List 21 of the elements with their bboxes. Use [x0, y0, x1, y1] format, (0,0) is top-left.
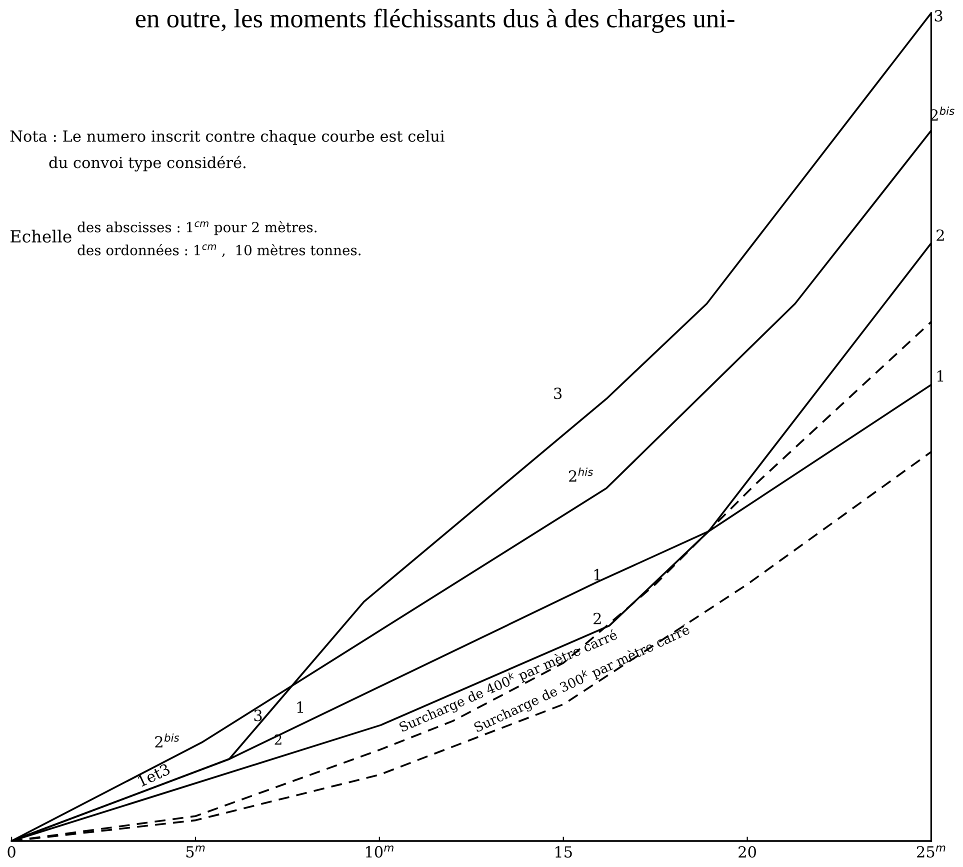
x-tick-label: 10$^{m}$	[366, 846, 394, 858]
annotation: 1	[297, 701, 304, 713]
annotation: 1et3	[137, 763, 171, 787]
annotation: 1	[594, 568, 600, 580]
annotation: Echelle	[10, 230, 72, 243]
text: 3	[934, 10, 942, 22]
text: 2	[936, 229, 944, 241]
annotation: 3	[554, 388, 562, 400]
x-tick-label: 20	[738, 846, 756, 858]
annotation: 3	[254, 710, 262, 722]
x-tick-label: 25$^{m}$	[916, 846, 946, 858]
annotation: 2$^{his}$	[569, 468, 593, 482]
annotation: en outre, les moments fléchissants dus à des charges uni-	[136, 8, 734, 33]
annotation: 2	[594, 612, 601, 624]
annotation: Nota : Le numero inscrit contre chaque courbe est celui du convoi type considéré.	[10, 130, 444, 172]
annotation: 2$^{bis}$	[155, 733, 180, 748]
x-tick-label: 5$^{m}$	[186, 846, 205, 858]
x-tick-label: 0	[8, 846, 16, 858]
text: 1	[937, 370, 944, 382]
x-tick-label: 15	[556, 846, 572, 858]
text: des abscisses : 1$^{cm}$ pour 2 mètres. des ordonnées : 1$^{cm}$ , 10 mètres tonnes.	[78, 221, 360, 258]
